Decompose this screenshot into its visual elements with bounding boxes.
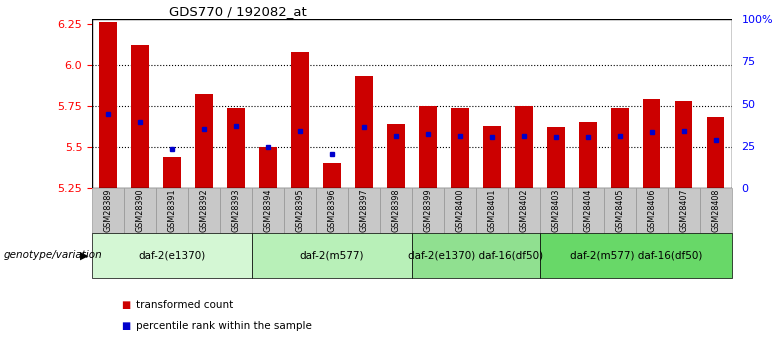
Bar	[131, 45, 149, 188]
Text: daf-2(m577): daf-2(m577)	[300, 250, 364, 260]
Bar	[579, 122, 597, 188]
Text: GSM28402: GSM28402	[519, 189, 528, 232]
Text: GSM28405: GSM28405	[615, 189, 624, 232]
Text: ■: ■	[121, 300, 130, 310]
Bar	[99, 22, 117, 188]
Bar	[483, 126, 501, 188]
Bar	[387, 124, 405, 188]
Text: daf-2(e1370) daf-16(df50): daf-2(e1370) daf-16(df50)	[408, 250, 544, 260]
Bar	[355, 77, 373, 188]
Text: GSM28398: GSM28398	[392, 189, 400, 232]
Bar	[259, 147, 277, 188]
Bar	[515, 106, 533, 188]
Bar	[451, 108, 469, 188]
Text: ■: ■	[121, 321, 130, 331]
Text: GSM28406: GSM28406	[647, 189, 656, 232]
Text: GSM28397: GSM28397	[360, 189, 368, 232]
Text: daf-2(e1370): daf-2(e1370)	[138, 250, 206, 260]
Text: GSM28404: GSM28404	[583, 189, 592, 232]
Text: GSM28395: GSM28395	[296, 189, 304, 232]
Text: GDS770 / 192082_at: GDS770 / 192082_at	[168, 5, 307, 18]
Bar	[291, 52, 309, 188]
Bar	[675, 101, 693, 188]
Bar	[643, 99, 661, 188]
Text: daf-2(m577) daf-16(df50): daf-2(m577) daf-16(df50)	[569, 250, 702, 260]
Bar	[419, 106, 437, 188]
Text: GSM28392: GSM28392	[200, 189, 208, 232]
Bar	[195, 95, 213, 188]
Text: GSM28391: GSM28391	[168, 189, 176, 232]
Bar	[611, 108, 629, 188]
Text: GSM28393: GSM28393	[232, 189, 240, 232]
Bar	[323, 164, 341, 188]
Text: GSM28407: GSM28407	[679, 189, 688, 232]
Bar	[707, 117, 725, 188]
Text: GSM28390: GSM28390	[136, 189, 144, 232]
Text: genotype/variation: genotype/variation	[4, 250, 103, 260]
Bar	[227, 108, 245, 188]
Text: GSM28394: GSM28394	[264, 189, 272, 232]
Bar	[547, 127, 565, 188]
Text: GSM28400: GSM28400	[456, 189, 464, 232]
Text: transformed count: transformed count	[136, 300, 234, 310]
Text: GSM28396: GSM28396	[328, 189, 336, 232]
Text: percentile rank within the sample: percentile rank within the sample	[136, 321, 312, 331]
Text: GSM28401: GSM28401	[488, 189, 496, 232]
Text: GSM28408: GSM28408	[711, 189, 720, 232]
Text: GSM28399: GSM28399	[424, 189, 432, 232]
Text: ▶: ▶	[80, 250, 88, 260]
Text: GSM28403: GSM28403	[551, 189, 560, 232]
Text: GSM28389: GSM28389	[104, 189, 112, 232]
Bar	[163, 157, 181, 188]
